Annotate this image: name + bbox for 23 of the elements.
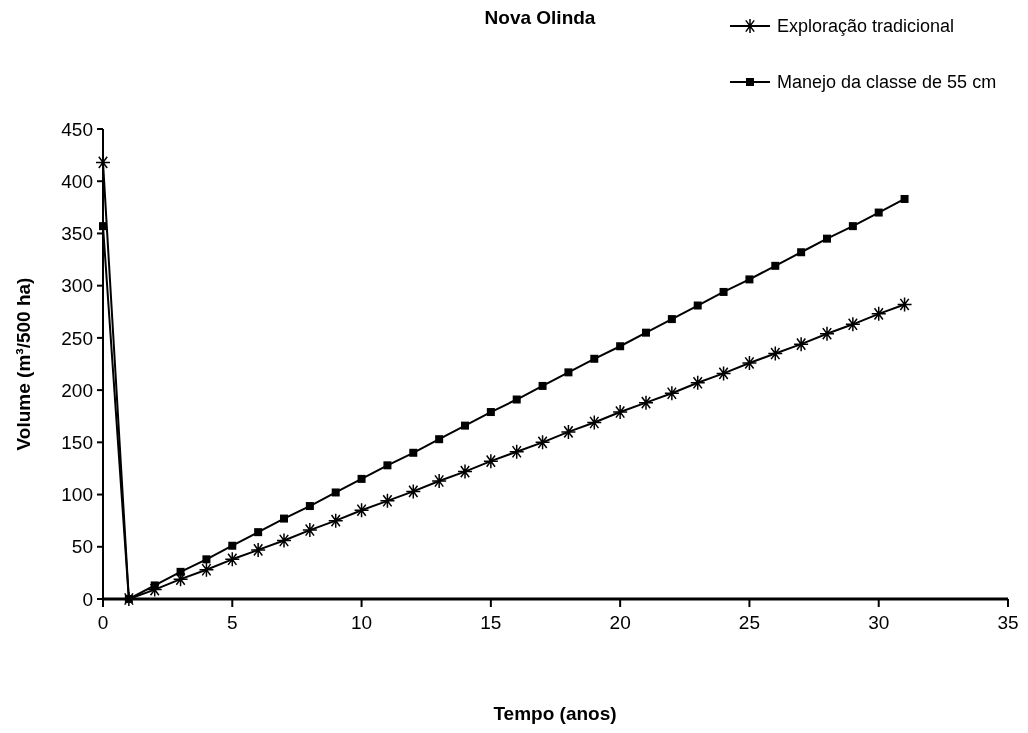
- y-tick-label: 200: [61, 379, 93, 401]
- legend-label: Manejo da classe de 55 cm: [777, 72, 997, 93]
- y-axis-title: Volume (m³/500 ha): [13, 277, 34, 451]
- y-tick-label: 150: [61, 431, 93, 453]
- y-tick-label: 250: [61, 327, 93, 349]
- x-tick-label: 15: [480, 612, 502, 633]
- x-axis-title: Tempo (anos): [493, 703, 617, 724]
- y-tick-label: 0: [82, 588, 93, 610]
- x-tick-label: 0: [97, 612, 109, 633]
- y-tick-label: 450: [61, 118, 93, 140]
- y-tick-label: 50: [71, 536, 93, 558]
- x-tick-label: 10: [351, 612, 373, 633]
- y-tick-label: 400: [61, 170, 93, 192]
- y-tick-label: 350: [61, 223, 93, 245]
- x-tick-label: 25: [738, 612, 760, 633]
- legend-label: Exploração tradicional: [777, 16, 955, 37]
- x-tick-label: 5: [227, 612, 238, 633]
- x-tick-label: 20: [609, 612, 631, 633]
- chart-title: Nova Olinda: [484, 7, 596, 28]
- y-tick-label: 300: [61, 275, 93, 297]
- x-tick-label: 35: [997, 612, 1019, 633]
- x-tick-label: 30: [868, 612, 890, 633]
- y-tick-label: 100: [61, 484, 93, 506]
